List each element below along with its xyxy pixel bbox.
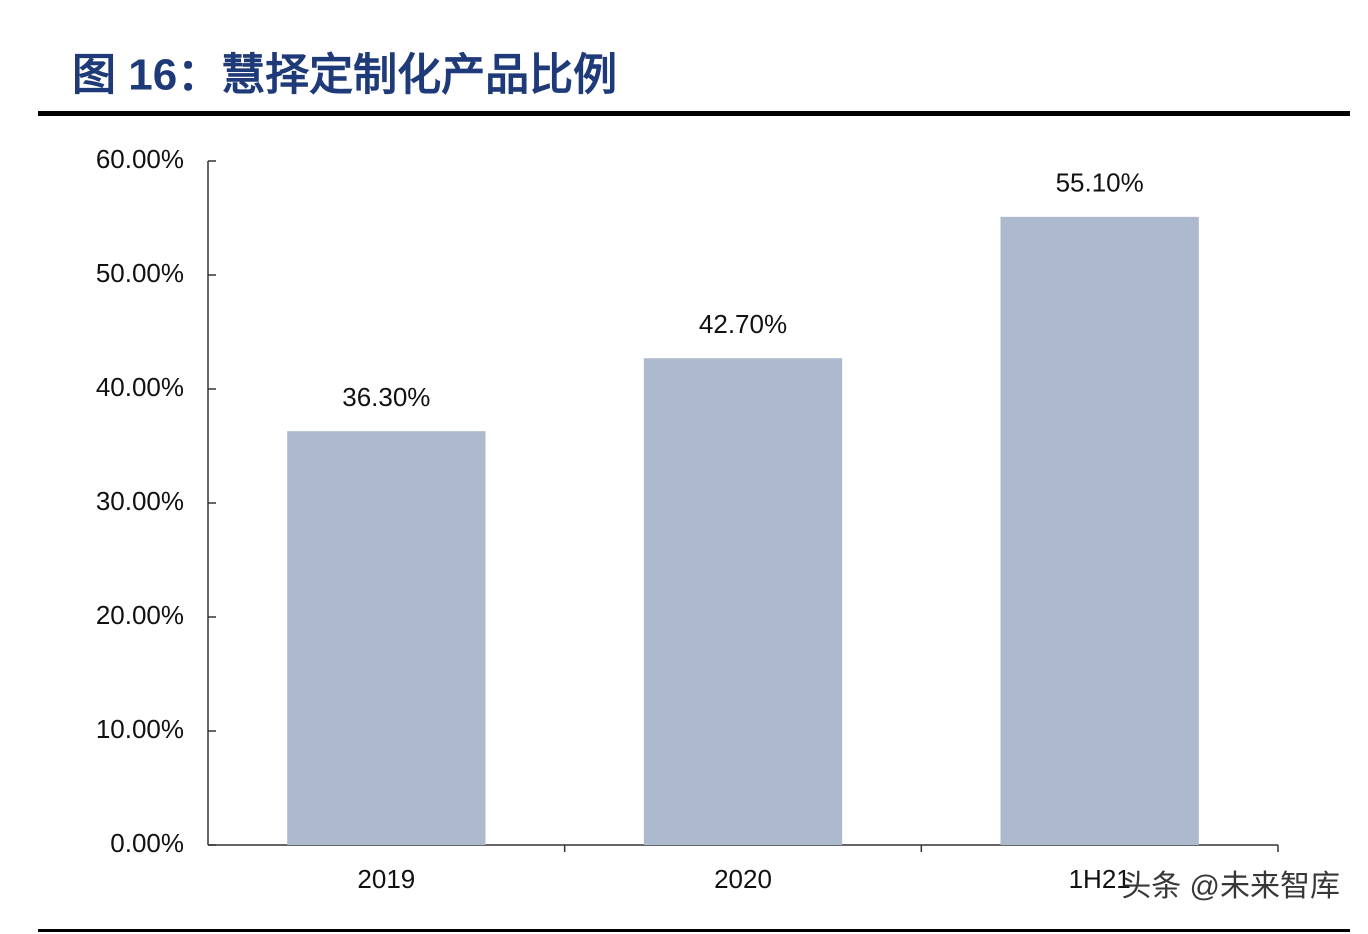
y-tick-label: 30.00% [96, 486, 184, 516]
x-tick-label: 2019 [357, 864, 415, 894]
bar [643, 358, 843, 845]
y-tick-label: 20.00% [96, 600, 184, 630]
y-tick-label: 40.00% [96, 372, 184, 402]
x-tick-label: 2020 [714, 864, 772, 894]
y-tick-label: 60.00% [96, 144, 184, 174]
bar [1000, 216, 1199, 846]
data-label: 36.30% [342, 382, 430, 412]
chart-title: 图 16：慧择定制化产品比例 [72, 51, 617, 100]
data-label: 55.10% [1056, 168, 1144, 198]
y-tick-label: 50.00% [96, 258, 184, 288]
x-tick-label: 1H21 [1069, 864, 1131, 894]
watermark: 头条 @未来智库 [1121, 870, 1340, 903]
bar [287, 431, 486, 845]
y-tick-label: 10.00% [96, 714, 184, 744]
y-tick-label: 0.00% [110, 828, 184, 858]
data-label: 42.70% [699, 309, 787, 339]
title-rule [38, 111, 1350, 116]
bottom-rule [38, 929, 1350, 932]
